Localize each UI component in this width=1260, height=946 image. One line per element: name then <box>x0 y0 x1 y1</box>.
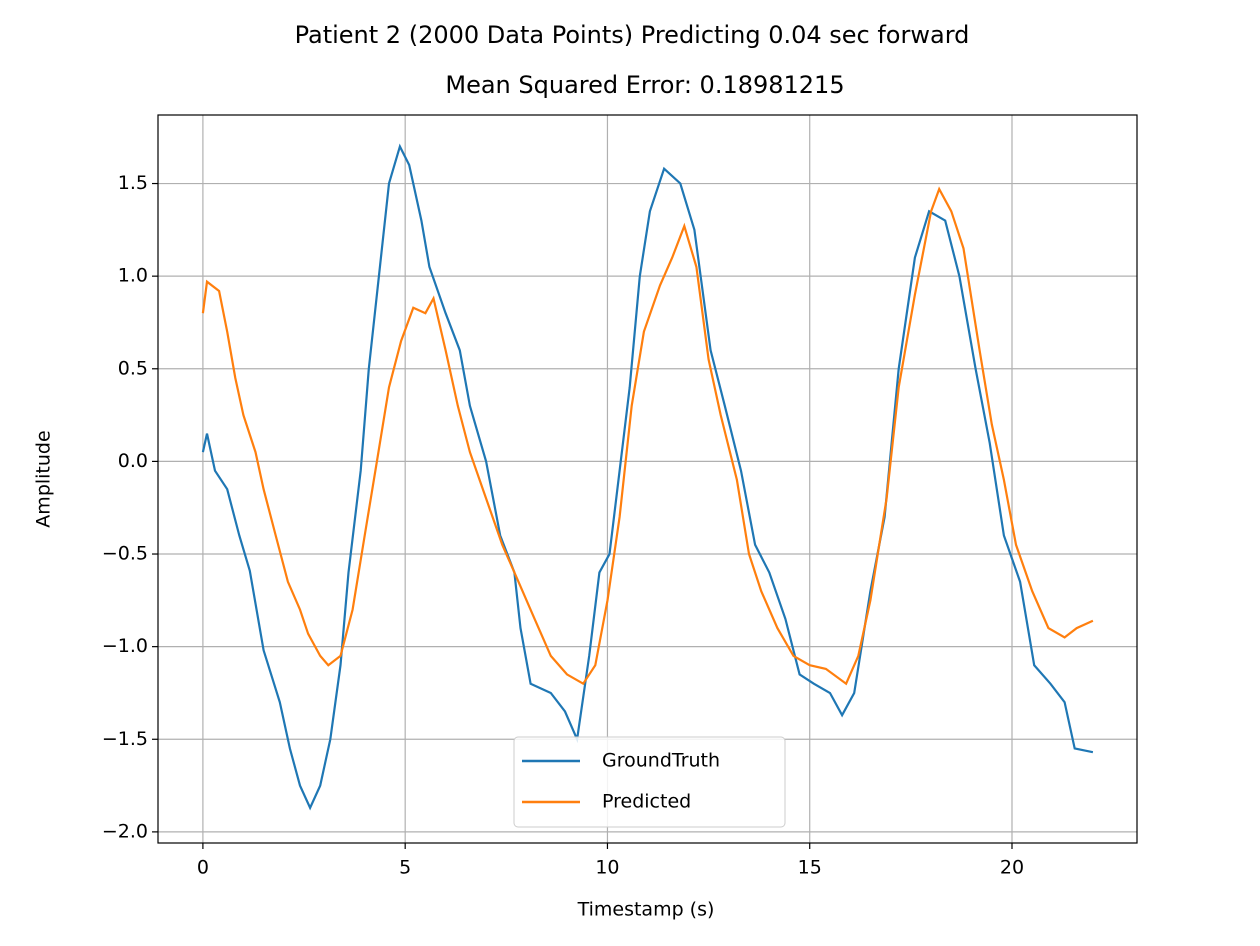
y-tick-label: −1.5 <box>102 728 148 750</box>
x-tick-label: 10 <box>595 857 619 879</box>
y-tick-label: −2.0 <box>102 820 148 842</box>
series-line <box>201 186 1094 686</box>
y-tick-label: −0.5 <box>102 543 148 565</box>
y-tick-label: 1.0 <box>118 265 148 287</box>
chart-subtitle: Mean Squared Error: 0.18981215 <box>445 71 844 99</box>
legend-label: Predicted <box>602 791 691 813</box>
x-axis-label: Timestamp (s) <box>577 899 715 921</box>
legend: GroundTruth Predicted <box>513 736 786 828</box>
plot-frame <box>157 114 1138 844</box>
y-tick-label: 0.0 <box>118 450 148 472</box>
y-tick-label: −1.0 <box>102 635 148 657</box>
y-axis-label: Amplitude <box>33 430 55 527</box>
x-tick-label: 5 <box>399 857 411 879</box>
legend-box <box>513 736 786 828</box>
y-tick-label: 1.5 <box>118 172 148 194</box>
x-tick-label: 20 <box>1000 857 1024 879</box>
x-tick-label: 0 <box>197 857 209 879</box>
y-tick-label: 0.5 <box>118 357 148 379</box>
legend-label: GroundTruth <box>602 750 720 772</box>
chart-title: Patient 2 (2000 Data Points) Predicting … <box>295 21 970 49</box>
x-tick-label: 15 <box>798 857 822 879</box>
series-line <box>201 143 1094 811</box>
